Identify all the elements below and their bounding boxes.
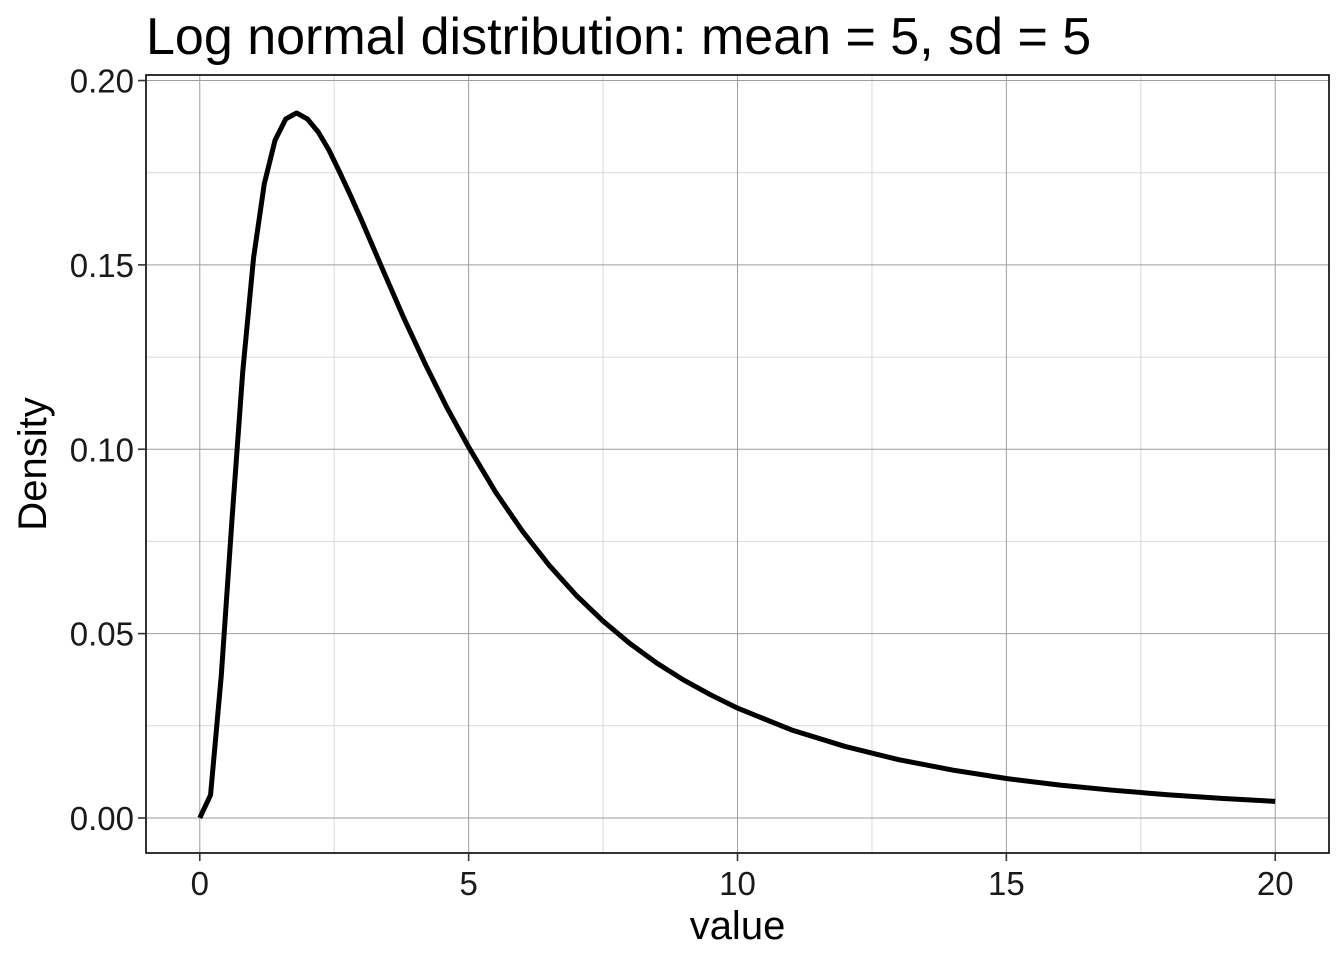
x-axis-label: value bbox=[690, 904, 786, 948]
x-tick-label: 15 bbox=[988, 865, 1025, 902]
x-tick-label: 0 bbox=[191, 865, 209, 902]
y-tick-label: 0.15 bbox=[70, 247, 134, 284]
x-axis-ticks: 0 5 10 15 20 bbox=[191, 853, 1294, 902]
major-gridlines bbox=[146, 75, 1329, 853]
y-tick-label: 0.00 bbox=[70, 800, 134, 837]
x-tick-label: 20 bbox=[1257, 865, 1294, 902]
y-tick-label: 0.20 bbox=[70, 63, 134, 100]
y-tick-label: 0.10 bbox=[70, 431, 134, 468]
series-layer bbox=[197, 110, 1276, 820]
x-tick-label: 5 bbox=[459, 865, 477, 902]
chart-title: Log normal distribution: mean = 5, sd = … bbox=[146, 8, 1091, 66]
density-curve-line bbox=[197, 110, 1276, 820]
x-tick-label: 10 bbox=[719, 865, 756, 902]
y-axis-label: Density bbox=[11, 397, 55, 530]
y-axis-ticks: 0.00 0.05 0.10 0.15 0.20 bbox=[70, 63, 146, 837]
y-tick-label: 0.05 bbox=[70, 616, 134, 653]
